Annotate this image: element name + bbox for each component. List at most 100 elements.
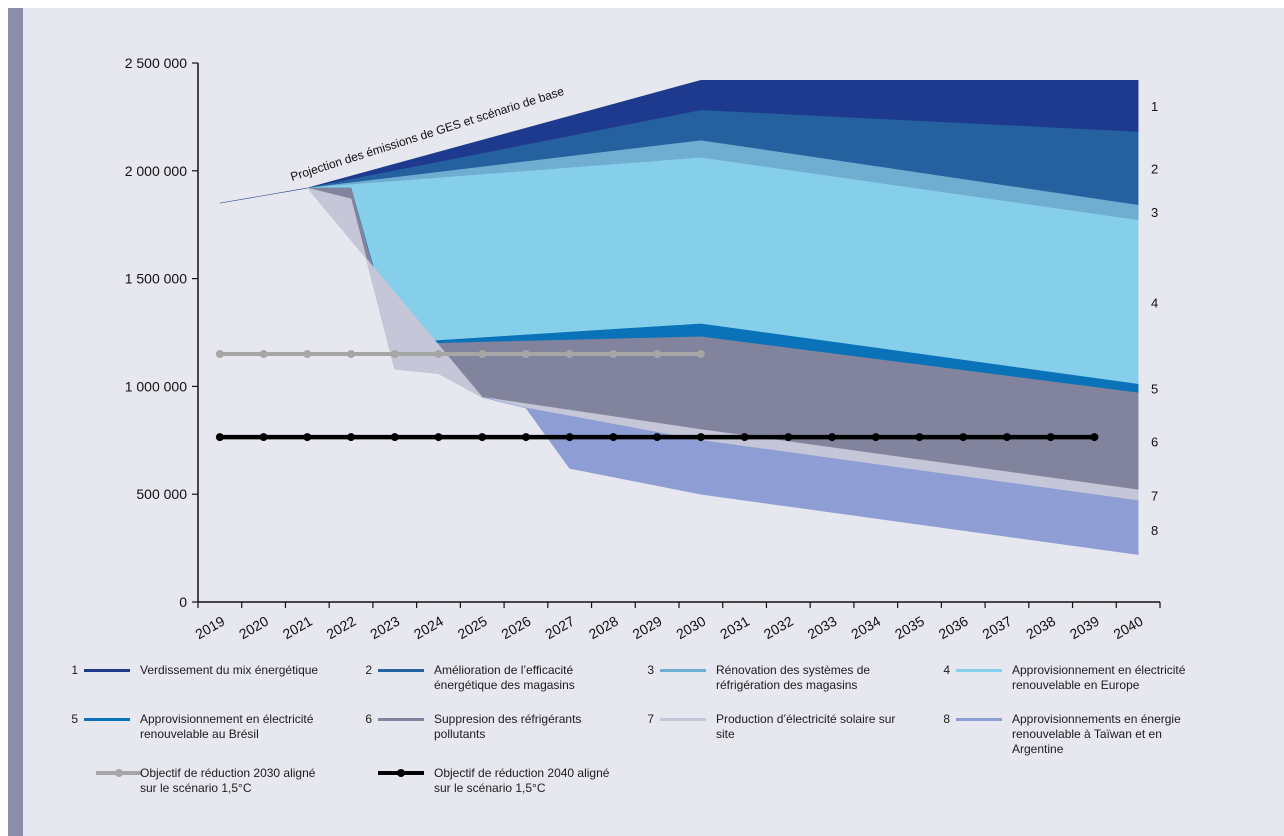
legend-number: 8 — [943, 712, 950, 726]
segment-labels: 1 2 3 4 5 6 7 8 — [1151, 99, 1158, 538]
target-marker — [696, 350, 705, 359]
x-tick-label: 2038 — [1023, 613, 1058, 643]
target-marker — [521, 433, 530, 442]
x-tick-label: 2037 — [979, 613, 1014, 643]
y-tick-label: 1 500 000 — [125, 271, 187, 287]
legend-number: 3 — [647, 663, 654, 677]
x-tick-label: 2033 — [805, 613, 840, 643]
target-marker — [609, 433, 618, 442]
x-tick-label: 2020 — [236, 613, 271, 643]
legend-number: 2 — [365, 663, 372, 677]
legend-swatch — [660, 669, 706, 672]
target-marker — [259, 433, 268, 442]
legend-item-7: 7 Production d’électricité solaire sur s… — [640, 712, 920, 744]
segment-label-4: 4 — [1151, 295, 1158, 310]
legend-swatch — [378, 718, 424, 721]
legend-label: Objectif de réduction 2030 aligné sur le… — [140, 766, 316, 795]
target-marker — [828, 433, 837, 442]
legend-label: Rénovation des systèmes de réfrigération… — [716, 663, 871, 692]
x-tick-label: 2027 — [542, 613, 577, 643]
target-marker — [740, 433, 749, 442]
target-lines — [215, 350, 1099, 442]
target-marker — [653, 350, 662, 359]
target-marker — [1046, 433, 1055, 442]
legend-label: Approvisionnements en énergie renouvelab… — [1012, 712, 1181, 756]
segment-label-7: 7 — [1151, 488, 1158, 503]
legend-swatch — [956, 718, 1002, 721]
legend-label: Objectif de réduction 2040 aligné sur le… — [434, 766, 610, 795]
segment-label-2: 2 — [1151, 162, 1158, 177]
x-tick-label: 2026 — [498, 613, 533, 643]
x-tick-label: 2022 — [324, 613, 359, 643]
x-tick-label: 2019 — [192, 613, 227, 643]
target-marker — [915, 433, 924, 442]
legend-number: 1 — [71, 663, 78, 677]
target-marker — [871, 433, 880, 442]
x-tick-label: 2021 — [280, 613, 315, 643]
target-marker — [609, 350, 618, 359]
target-marker — [959, 433, 968, 442]
legend-target-2030: Objectif de réduction 2030 aligné sur le… — [64, 766, 344, 798]
x-tick-label: 2024 — [411, 613, 446, 643]
legend-number: 6 — [365, 712, 372, 726]
legend-swatch — [84, 669, 130, 672]
x-tick-label: 2036 — [936, 613, 971, 643]
legend-swatch — [956, 669, 1002, 672]
x-tick-label: 2032 — [761, 613, 796, 643]
target-marker — [390, 350, 399, 359]
x-tick-label: 2023 — [367, 613, 402, 643]
legend-item-6: 6 Suppresion des réfrigérants pollutants — [358, 712, 638, 744]
legend-label: Approvisionnement en électricité renouve… — [140, 712, 314, 741]
target-marker — [390, 433, 399, 442]
target-marker — [565, 350, 574, 359]
legend-swatch — [660, 718, 706, 721]
target-marker — [434, 350, 443, 359]
x-tick-label: 2040 — [1111, 613, 1146, 643]
legend-swatch — [378, 669, 424, 672]
legend-label: Suppresion des réfrigérants pollutants — [434, 712, 582, 741]
y-tick-label: 0 — [179, 594, 187, 610]
legend-label: Amélioration de l’efficacité énergétique… — [434, 663, 575, 692]
target-marker — [215, 433, 224, 442]
legend-item-8: 8 Approvisionnements en énergie renouvel… — [936, 712, 1226, 760]
legend-item-2: 2 Amélioration de l’efficacité énergétiq… — [358, 663, 638, 695]
y-tick-label: 2 000 000 — [125, 163, 187, 179]
target-marker — [521, 350, 530, 359]
x-tick-label: 2028 — [586, 613, 621, 643]
legend-item-5: 5 Approvisionnement en électricité renou… — [64, 712, 344, 744]
target-marker — [565, 433, 574, 442]
legend-target-dot — [115, 769, 123, 777]
target-marker — [653, 433, 662, 442]
legend-number: 5 — [71, 712, 78, 726]
target-marker — [1002, 433, 1011, 442]
target-marker — [478, 433, 487, 442]
legend-item-4: 4 Approvisionnement en électricité renou… — [936, 663, 1226, 695]
legend-target-dot — [397, 769, 405, 777]
target-marker — [784, 433, 793, 442]
segment-label-1: 1 — [1151, 99, 1158, 114]
segment-label-5: 5 — [1151, 382, 1158, 397]
y-tick-label: 2 500 000 — [125, 55, 187, 71]
legend-label: Production d’électricité solaire sur sit… — [716, 712, 896, 741]
segment-label-6: 6 — [1151, 434, 1158, 449]
target-marker — [303, 433, 312, 442]
x-tick-label: 2035 — [892, 613, 927, 643]
target-marker — [478, 350, 487, 359]
y-tick-label: 500 000 — [136, 486, 187, 502]
side-accent-bar — [8, 8, 23, 836]
target-marker — [696, 433, 705, 442]
target-marker — [347, 433, 356, 442]
segment-label-3: 3 — [1151, 205, 1158, 220]
x-tick-label: 2030 — [673, 613, 708, 643]
target-marker — [259, 350, 268, 359]
segment-label-8: 8 — [1151, 523, 1158, 538]
x-tick-label: 2025 — [455, 613, 490, 643]
x-tick-label: 2039 — [1067, 613, 1102, 643]
legend-target-2040: Objectif de réduction 2040 aligné sur le… — [358, 766, 638, 798]
target-marker — [303, 350, 312, 359]
legend-swatch — [84, 718, 130, 721]
x-tick-label: 2031 — [717, 613, 752, 643]
target-marker — [215, 350, 224, 359]
x-tick-label: 2029 — [630, 613, 665, 643]
legend-number: 4 — [943, 663, 950, 677]
